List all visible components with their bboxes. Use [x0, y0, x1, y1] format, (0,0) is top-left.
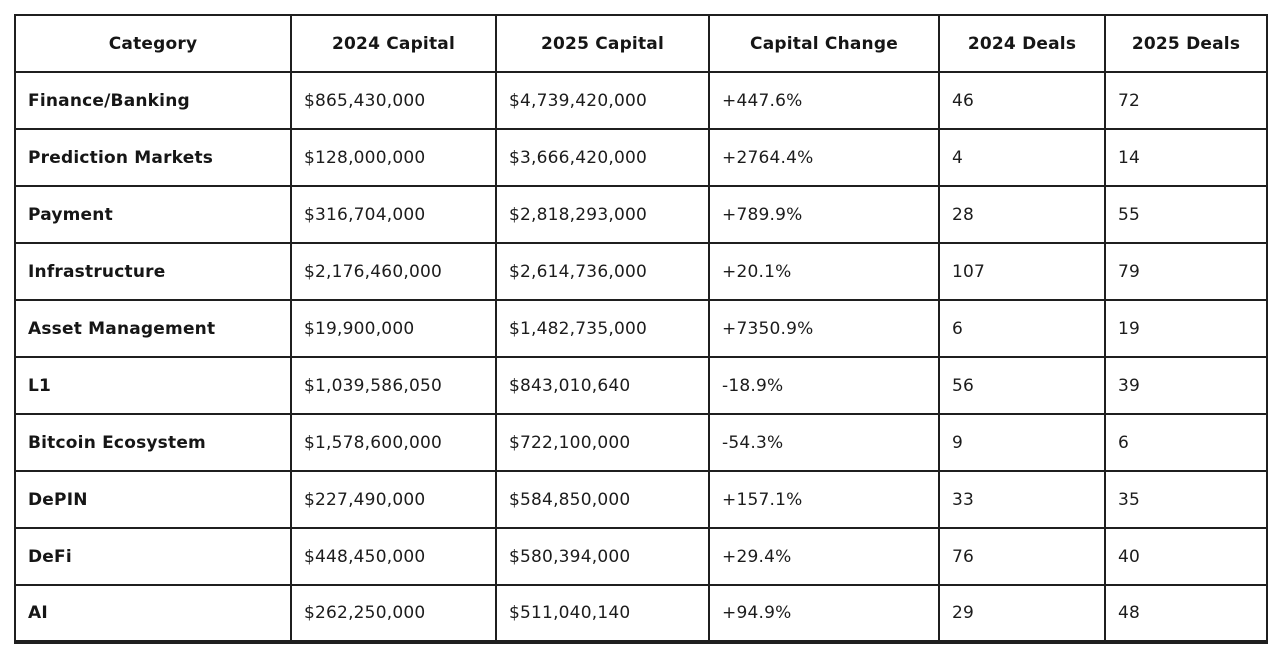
value-cell: $4,739,420,000 — [495, 71, 710, 130]
value-cell: 107 — [938, 242, 1106, 301]
table-row: Payment $316,704,000 $2,818,293,000 +789.9%… — [14, 185, 1268, 244]
column-header: 2024 Capital — [290, 14, 497, 73]
value-cell: $448,450,000 — [290, 527, 497, 586]
value-cell: 48 — [1104, 584, 1268, 643]
value-cell: $2,614,736,000 — [495, 242, 710, 301]
value-cell: $227,490,000 — [290, 470, 497, 529]
value-cell: 14 — [1104, 128, 1268, 187]
value-cell: $128,000,000 — [290, 128, 497, 187]
header-row: Category 2024 Capital 2025 Capital Capital … — [14, 14, 1268, 73]
value-cell: $580,394,000 — [495, 527, 710, 586]
value-cell: $262,250,000 — [290, 584, 497, 643]
category-cell: Infrastructure — [14, 242, 292, 301]
value-cell: $316,704,000 — [290, 185, 497, 244]
value-cell: -54.3% — [708, 413, 940, 472]
value-cell: $722,100,000 — [495, 413, 710, 472]
category-cell: Finance/Banking — [14, 71, 292, 130]
table-body: Finance/Banking $865,430,000 $4,739,420,00… — [14, 71, 1268, 643]
value-cell: 6 — [938, 299, 1106, 358]
value-cell: 72 — [1104, 71, 1268, 130]
value-cell: $2,176,460,000 — [290, 242, 497, 301]
category-cell: DePIN — [14, 470, 292, 529]
value-cell: 46 — [938, 71, 1106, 130]
table-row: DeFi $448,450,000 $580,394,000 +29.4% 76 40 — [14, 527, 1268, 586]
value-cell: +2764.4% — [708, 128, 940, 187]
column-header: 2025 Deals — [1104, 14, 1268, 73]
value-cell: $1,482,735,000 — [495, 299, 710, 358]
column-header: Capital Change — [708, 14, 940, 73]
value-cell: +157.1% — [708, 470, 940, 529]
table-row: Prediction Markets $128,000,000 $3,666,420… — [14, 128, 1268, 187]
column-header: 2024 Deals — [938, 14, 1106, 73]
value-cell: 79 — [1104, 242, 1268, 301]
category-cell: Bitcoin Ecosystem — [14, 413, 292, 472]
value-cell: $1,039,586,050 — [290, 356, 497, 415]
value-cell: 33 — [938, 470, 1106, 529]
value-cell: +789.9% — [708, 185, 940, 244]
value-cell: $584,850,000 — [495, 470, 710, 529]
value-cell: -18.9% — [708, 356, 940, 415]
value-cell: +94.9% — [708, 584, 940, 643]
funding-comparison-table: Category 2024 Capital 2025 Capital Capital … — [14, 14, 1268, 644]
category-cell: AI — [14, 584, 292, 643]
column-header: Category — [14, 14, 292, 73]
value-cell: $865,430,000 — [290, 71, 497, 130]
value-cell: $511,040,140 — [495, 584, 710, 643]
value-cell: +29.4% — [708, 527, 940, 586]
value-cell: 19 — [1104, 299, 1268, 358]
value-cell: 28 — [938, 185, 1106, 244]
table-row: L1 $1,039,586,050 $843,010,640 -18.9% 56 39 — [14, 356, 1268, 415]
table-row: Bitcoin Ecosystem $1,578,600,000 $722,100,… — [14, 413, 1268, 472]
column-header: 2025 Capital — [495, 14, 710, 73]
category-cell: Payment — [14, 185, 292, 244]
value-cell: 56 — [938, 356, 1106, 415]
value-cell: $3,666,420,000 — [495, 128, 710, 187]
value-cell: 40 — [1104, 527, 1268, 586]
value-cell: 9 — [938, 413, 1106, 472]
value-cell: 55 — [1104, 185, 1268, 244]
table-row: Infrastructure $2,176,460,000 $2,614,736,0… — [14, 242, 1268, 301]
value-cell: 76 — [938, 527, 1106, 586]
value-cell: 39 — [1104, 356, 1268, 415]
value-cell: 29 — [938, 584, 1106, 643]
value-cell: $843,010,640 — [495, 356, 710, 415]
table-row: AI $262,250,000 $511,040,140 +94.9% 29 48 — [14, 584, 1268, 643]
value-cell: +20.1% — [708, 242, 940, 301]
value-cell: 4 — [938, 128, 1106, 187]
value-cell: +7350.9% — [708, 299, 940, 358]
value-cell: 35 — [1104, 470, 1268, 529]
value-cell: $1,578,600,000 — [290, 413, 497, 472]
category-cell: Asset Management — [14, 299, 292, 358]
table-row: DePIN $227,490,000 $584,850,000 +157.1% 33 35 — [14, 470, 1268, 529]
value-cell: $2,818,293,000 — [495, 185, 710, 244]
table-row: Asset Management $19,900,000 $1,482,735,00… — [14, 299, 1268, 358]
value-cell: 6 — [1104, 413, 1268, 472]
value-cell: +447.6% — [708, 71, 940, 130]
value-cell: $19,900,000 — [290, 299, 497, 358]
category-cell: DeFi — [14, 527, 292, 586]
category-cell: Prediction Markets — [14, 128, 292, 187]
table-row: Finance/Banking $865,430,000 $4,739,420,00… — [14, 71, 1268, 130]
category-cell: L1 — [14, 356, 292, 415]
